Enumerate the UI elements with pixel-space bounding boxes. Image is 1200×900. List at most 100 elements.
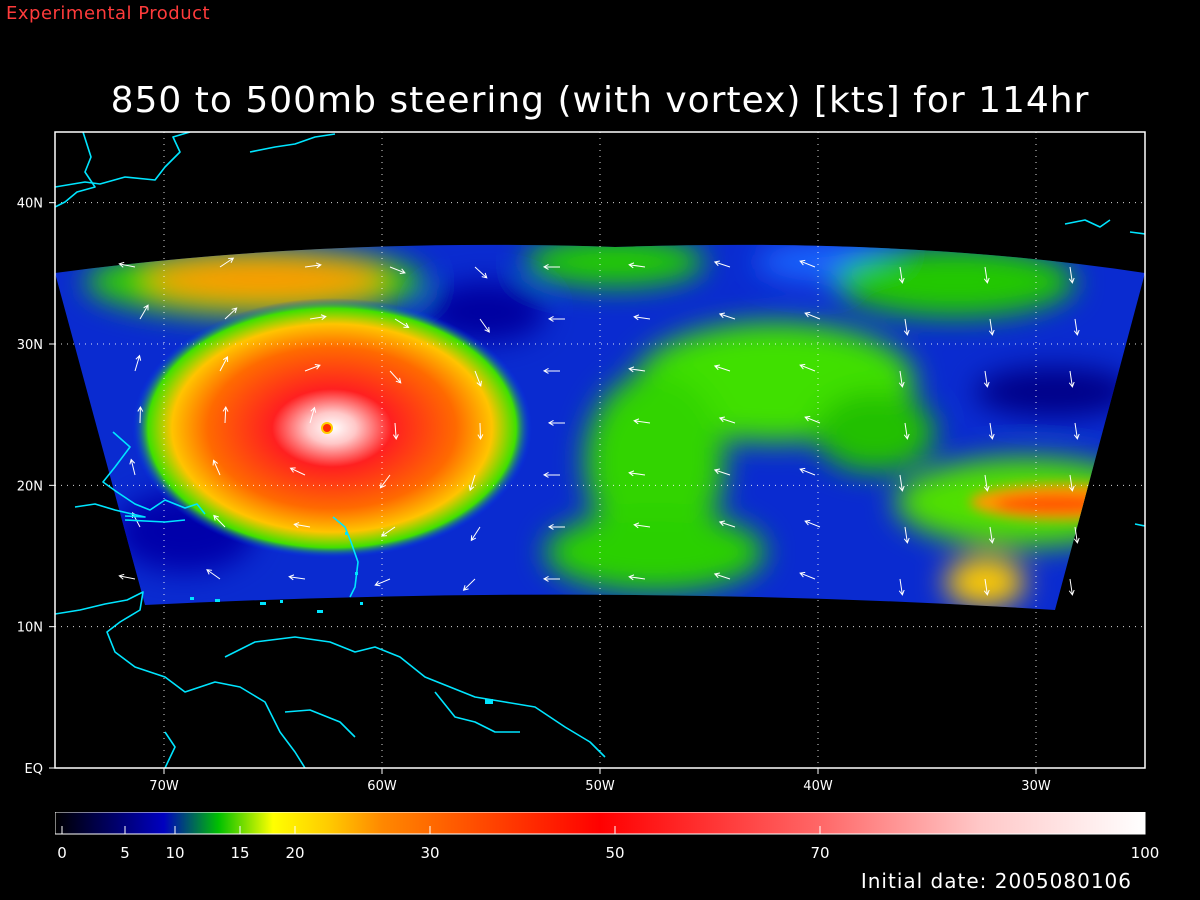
steering-vector-arrow: [1073, 526, 1080, 544]
steering-vector-arrow: [118, 261, 136, 268]
colorbar-label-10: 10: [165, 844, 184, 862]
colorbar: 0 5 10 15 20 30 50 70 100: [54, 811, 1175, 876]
steering-vector-arrow: [219, 257, 235, 268]
steering-vector-arrow: [903, 422, 910, 440]
steering-vector-arrow: [547, 523, 566, 530]
lat-label-eq: EQ: [25, 762, 43, 777]
steering-vector-arrow: [713, 260, 731, 268]
colorbar-svg: 0 5 10 15 20 30 50 70 100: [54, 811, 1159, 862]
lon-label-70w: 70W: [149, 779, 179, 794]
steering-vector-arrow: [988, 422, 995, 440]
steering-vector-arrow: [628, 262, 646, 269]
colorbar-label-15: 15: [230, 844, 249, 862]
steering-vector-arrow: [983, 266, 990, 284]
steering-vector-arrow: [289, 467, 306, 476]
steering-vector-arrow: [134, 354, 142, 372]
steering-vector-arrow: [542, 263, 561, 270]
steering-vector-arrow: [479, 318, 490, 333]
steering-vector-arrow: [206, 569, 221, 580]
steering-vector-arrow: [379, 474, 391, 489]
steering-vector-arrow: [309, 314, 327, 321]
steering-vector-arrow: [542, 367, 561, 374]
steering-vector-arrow: [462, 578, 476, 591]
lon-label-60w: 60W: [367, 779, 397, 794]
colorbar-label-20: 20: [285, 844, 304, 862]
steering-vector-arrow: [1068, 474, 1075, 492]
steering-vector-arrow: [628, 574, 646, 581]
steering-vector-arrow: [1073, 422, 1080, 440]
colorbar-label-5: 5: [120, 844, 130, 862]
lat-label-20n: 20N: [17, 479, 43, 494]
steering-vector-arrow: [394, 318, 410, 329]
colorbar-label-70: 70: [810, 844, 829, 862]
steering-vector-arrow: [477, 422, 484, 441]
colorbar-ticks: 0 5 10 15 20 30 50 70 100: [57, 826, 1159, 862]
steering-vector-arrow: [804, 415, 821, 424]
steering-vector-arrow: [293, 522, 311, 528]
lon-label-40w: 40W: [803, 779, 833, 794]
steering-vector-arrow: [1068, 578, 1075, 596]
steering-vector-arrow: [713, 572, 731, 580]
steering-vector-arrow: [304, 364, 321, 372]
steering-vector-arrow: [799, 571, 816, 580]
steering-vector-arrow: [633, 314, 651, 321]
steering-vector-arrow: [139, 304, 149, 320]
lat-label-40n: 40N: [17, 197, 43, 212]
steering-vector-arrow: [1073, 318, 1080, 336]
initial-date-label: Initial date: 2005080106: [860, 869, 1132, 893]
steering-map: 40N 30N 20N 10N EQ 70W 60W 50W 40W 30W: [17, 131, 1200, 816]
steering-vector-arrow: [547, 315, 566, 322]
steering-vector-arrow: [713, 364, 731, 372]
wind-speed-shading: [55, 244, 1145, 611]
steering-vector-arrow: [983, 474, 990, 492]
experimental-product-label: Experimental Product: [6, 3, 211, 24]
steering-vector-arrow: [903, 318, 910, 336]
steering-vector-arrow: [474, 266, 488, 279]
steering-vector-arrow: [718, 520, 736, 528]
lat-label-10n: 10N: [17, 621, 43, 636]
steering-vector-arrow: [392, 422, 399, 440]
steering-vector-arrow: [713, 468, 731, 476]
map-svg: 40N 30N 20N 10N EQ 70W 60W 50W 40W 30W: [17, 131, 1146, 794]
lon-label-50w: 50W: [585, 779, 615, 794]
steering-vector-arrow: [1068, 370, 1075, 388]
steering-vector-arrow: [799, 363, 816, 372]
steering-vector-arrow: [718, 416, 736, 424]
steering-vector-arrow: [219, 355, 229, 372]
steering-vector-arrow: [137, 405, 144, 424]
steering-vector-arrow: [213, 514, 226, 528]
steering-vector-arrow: [542, 471, 561, 478]
steering-vector-arrow: [898, 370, 905, 388]
steering-vector-arrow: [628, 366, 646, 373]
steering-vector-arrow: [983, 370, 990, 388]
steering-vector-arrow: [474, 370, 482, 387]
steering-vector-arrow: [633, 418, 651, 425]
colorbar-label-0: 0: [57, 844, 67, 862]
lon-label-30w: 30W: [1021, 779, 1051, 794]
steering-vector-arrow: [898, 266, 905, 284]
colorbar-label-100: 100: [1131, 844, 1160, 862]
steering-vector-arrow: [898, 578, 905, 596]
steering-vector-arrow: [118, 573, 136, 580]
steering-vector-arrow: [1068, 266, 1075, 284]
colorbar-gradient: [54, 811, 1146, 835]
steering-vector-arrow: [389, 370, 402, 384]
map-plot-area: [55, 132, 1145, 768]
steering-vector-arrow: [374, 578, 391, 587]
steering-vector-arrow: [898, 474, 905, 492]
lat-label-30n: 30N: [17, 338, 43, 353]
latitude-labels: 40N 30N 20N 10N EQ: [17, 197, 55, 777]
steering-vector-arrow: [309, 406, 317, 424]
colorbar-label-50: 50: [605, 844, 624, 862]
steering-vector-arrow: [468, 474, 476, 492]
steering-vector-arrow: [799, 467, 816, 476]
steering-vector-arrow: [628, 470, 646, 477]
steering-vector-arrow: [224, 307, 238, 320]
steering-vector-arrow: [470, 526, 481, 542]
steering-vector-arrow: [389, 266, 406, 275]
steering-vector-arrow: [380, 526, 396, 537]
steering-vector-arrow: [129, 458, 136, 476]
steering-vector-arrow: [983, 578, 990, 596]
steering-vector-arrow: [547, 419, 566, 426]
steering-vector-arrow: [903, 526, 910, 544]
